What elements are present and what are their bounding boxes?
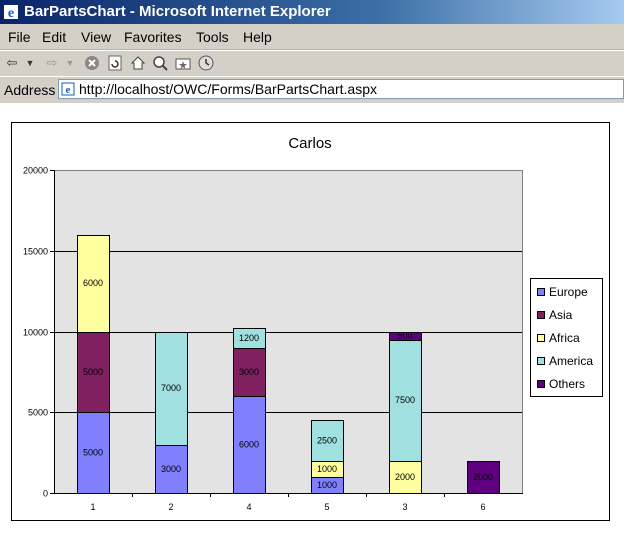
y-tick-label: 0 <box>43 489 48 499</box>
menu-tools[interactable]: Tools <box>196 29 229 45</box>
legend-swatch-america <box>537 357 545 365</box>
legend-swatch-africa <box>537 334 545 342</box>
y-tick-label: 15000 <box>23 247 48 257</box>
bar-others <box>389 332 422 341</box>
back-dropdown-icon[interactable]: ▼ <box>25 58 35 68</box>
data-label: 1000 <box>317 464 337 474</box>
data-label: 500 <box>397 331 412 341</box>
ie-logo-icon: e <box>4 5 18 20</box>
x-tick-label: 4 <box>246 502 251 512</box>
data-label: 5000 <box>83 448 103 458</box>
svg-text:e: e <box>8 6 14 20</box>
data-label: 7000 <box>161 383 181 393</box>
title-bar: e BarPartsChart - Microsoft Internet Exp… <box>0 0 624 24</box>
legend-label-america: America <box>549 354 593 368</box>
search-icon[interactable] <box>152 55 168 71</box>
bar-america <box>155 332 188 446</box>
menu-help[interactable]: Help <box>243 29 272 45</box>
data-label: 5000 <box>83 367 103 377</box>
data-label: 3000 <box>239 367 259 377</box>
legend-label-others: Others <box>549 377 585 391</box>
menu-file[interactable]: File <box>8 29 31 45</box>
y-tick-label: 5000 <box>28 408 48 418</box>
data-label: 2000 <box>395 472 415 482</box>
x-tick-label: 6 <box>480 502 485 512</box>
legend-swatch-europe <box>537 288 545 296</box>
data-label: 6000 <box>83 278 103 288</box>
svg-text:e: e <box>66 84 71 96</box>
x-tick-label: 2 <box>168 502 173 512</box>
x-tick-label: 5 <box>324 502 329 512</box>
history-icon[interactable] <box>198 55 214 71</box>
address-input[interactable]: e http://localhost/OWC/Forms/BarPartsCha… <box>58 79 624 99</box>
chart-title: Carlos <box>288 135 331 152</box>
menu-bar: File Edit View Favorites Tools Help <box>0 24 624 50</box>
page-content: Carlos 0 5000 10000 15000 20000 1 5000 5000 6000 2… <box>0 103 624 534</box>
menu-favorites[interactable]: Favorites <box>124 29 182 45</box>
forward-dropdown-icon[interactable]: ▼ <box>65 58 75 68</box>
menu-edit[interactable]: Edit <box>42 29 67 45</box>
bar-asia <box>233 348 266 397</box>
home-icon[interactable] <box>130 55 146 71</box>
address-url: http://localhost/OWC/Forms/BarPartsChart… <box>79 81 377 97</box>
address-bar: Address e http://localhost/OWC/Forms/Bar… <box>0 76 624 104</box>
data-label: 7500 <box>395 395 415 405</box>
bar-others <box>467 461 500 494</box>
data-label: 6000 <box>239 440 259 450</box>
data-label: 1200 <box>239 333 259 343</box>
legend-label-europe: Europe <box>549 285 588 299</box>
data-label: 3000 <box>161 464 181 474</box>
data-label: 1000 <box>317 480 337 490</box>
back-icon[interactable]: ⇦ <box>6 55 18 70</box>
x-tick-label: 1 <box>90 502 95 512</box>
legend-swatch-asia <box>537 311 545 319</box>
bar-america <box>311 420 344 462</box>
legend-label-asia: Asia <box>549 308 573 322</box>
bar-america <box>233 328 266 349</box>
chart: Carlos0500010000150002000015000500060002… <box>11 122 610 521</box>
x-tick-label: 3 <box>402 502 407 512</box>
address-label: Address <box>4 82 56 98</box>
toolbar: ⇦ ▼ ⇨ ▼ <box>0 50 624 77</box>
forward-icon[interactable]: ⇨ <box>46 55 58 70</box>
stop-icon[interactable] <box>84 55 100 71</box>
menu-view[interactable]: View <box>81 29 112 45</box>
legend-label-africa: Africa <box>549 331 580 345</box>
y-tick-label: 10000 <box>23 328 48 338</box>
bar-america <box>389 340 422 462</box>
bar-africa <box>77 235 110 333</box>
window-title: BarPartsChart - Microsoft Internet Explo… <box>24 3 331 20</box>
y-tick-label: 20000 <box>23 166 48 176</box>
refresh-icon[interactable] <box>107 55 123 71</box>
data-label: 2000 <box>473 472 493 482</box>
favorites-icon[interactable] <box>175 55 191 71</box>
legend-swatch-others <box>537 380 545 388</box>
data-label: 2500 <box>317 436 337 446</box>
page-icon: e <box>61 82 75 96</box>
